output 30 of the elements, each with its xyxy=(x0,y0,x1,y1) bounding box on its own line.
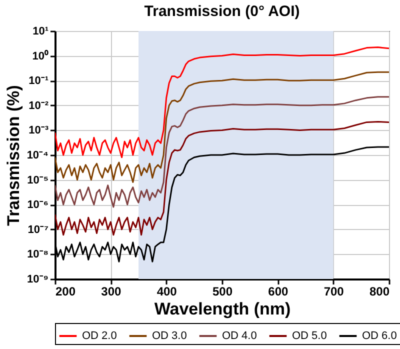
legend-label: OD 3.0 xyxy=(152,330,187,342)
y-tick-label: 10⁻⁴ xyxy=(26,150,48,162)
legend-label: OD 4.0 xyxy=(222,330,257,342)
legend-label: OD 2.0 xyxy=(82,330,117,342)
x-tick-label: 500 xyxy=(212,284,233,298)
x-tick-label: 200 xyxy=(56,284,76,298)
x-tick-label: 700 xyxy=(324,284,344,298)
y-tick-label: 10⁻⁶ xyxy=(27,199,48,212)
y-tick-label: 10⁻² xyxy=(28,100,49,112)
line-series xyxy=(55,46,389,158)
x-tick-label: 600 xyxy=(268,284,288,298)
line-series xyxy=(55,96,389,208)
x-tick-label: 400 xyxy=(156,284,178,298)
legend-label: OD 6.0 xyxy=(362,330,397,342)
legend-label: OD 5.0 xyxy=(292,330,327,342)
y-tick-label: 10⁻⁹ xyxy=(27,274,48,286)
y-tick-label: 10⁻¹ xyxy=(28,75,49,88)
x-tick-label: 300 xyxy=(101,284,122,298)
y-axis-title: Transmission (%) xyxy=(4,85,23,226)
y-tick-label: 10¹ xyxy=(32,26,49,38)
x-tick-label: 800 xyxy=(369,284,390,298)
y-tick-label: 10⁻³ xyxy=(28,124,49,137)
y-tick-label: 10⁻⁸ xyxy=(27,248,48,261)
chart-title: Transmission (0° AOI) xyxy=(144,3,300,20)
y-tick-label: 10⁻⁵ xyxy=(27,174,48,186)
line-series xyxy=(55,120,389,236)
y-tick-label: 10⁰ xyxy=(32,49,48,62)
y-tick-label: 10⁻⁷ xyxy=(28,224,49,236)
line-series xyxy=(55,71,389,183)
x-axis-title: Wavelength (nm) xyxy=(154,300,291,318)
